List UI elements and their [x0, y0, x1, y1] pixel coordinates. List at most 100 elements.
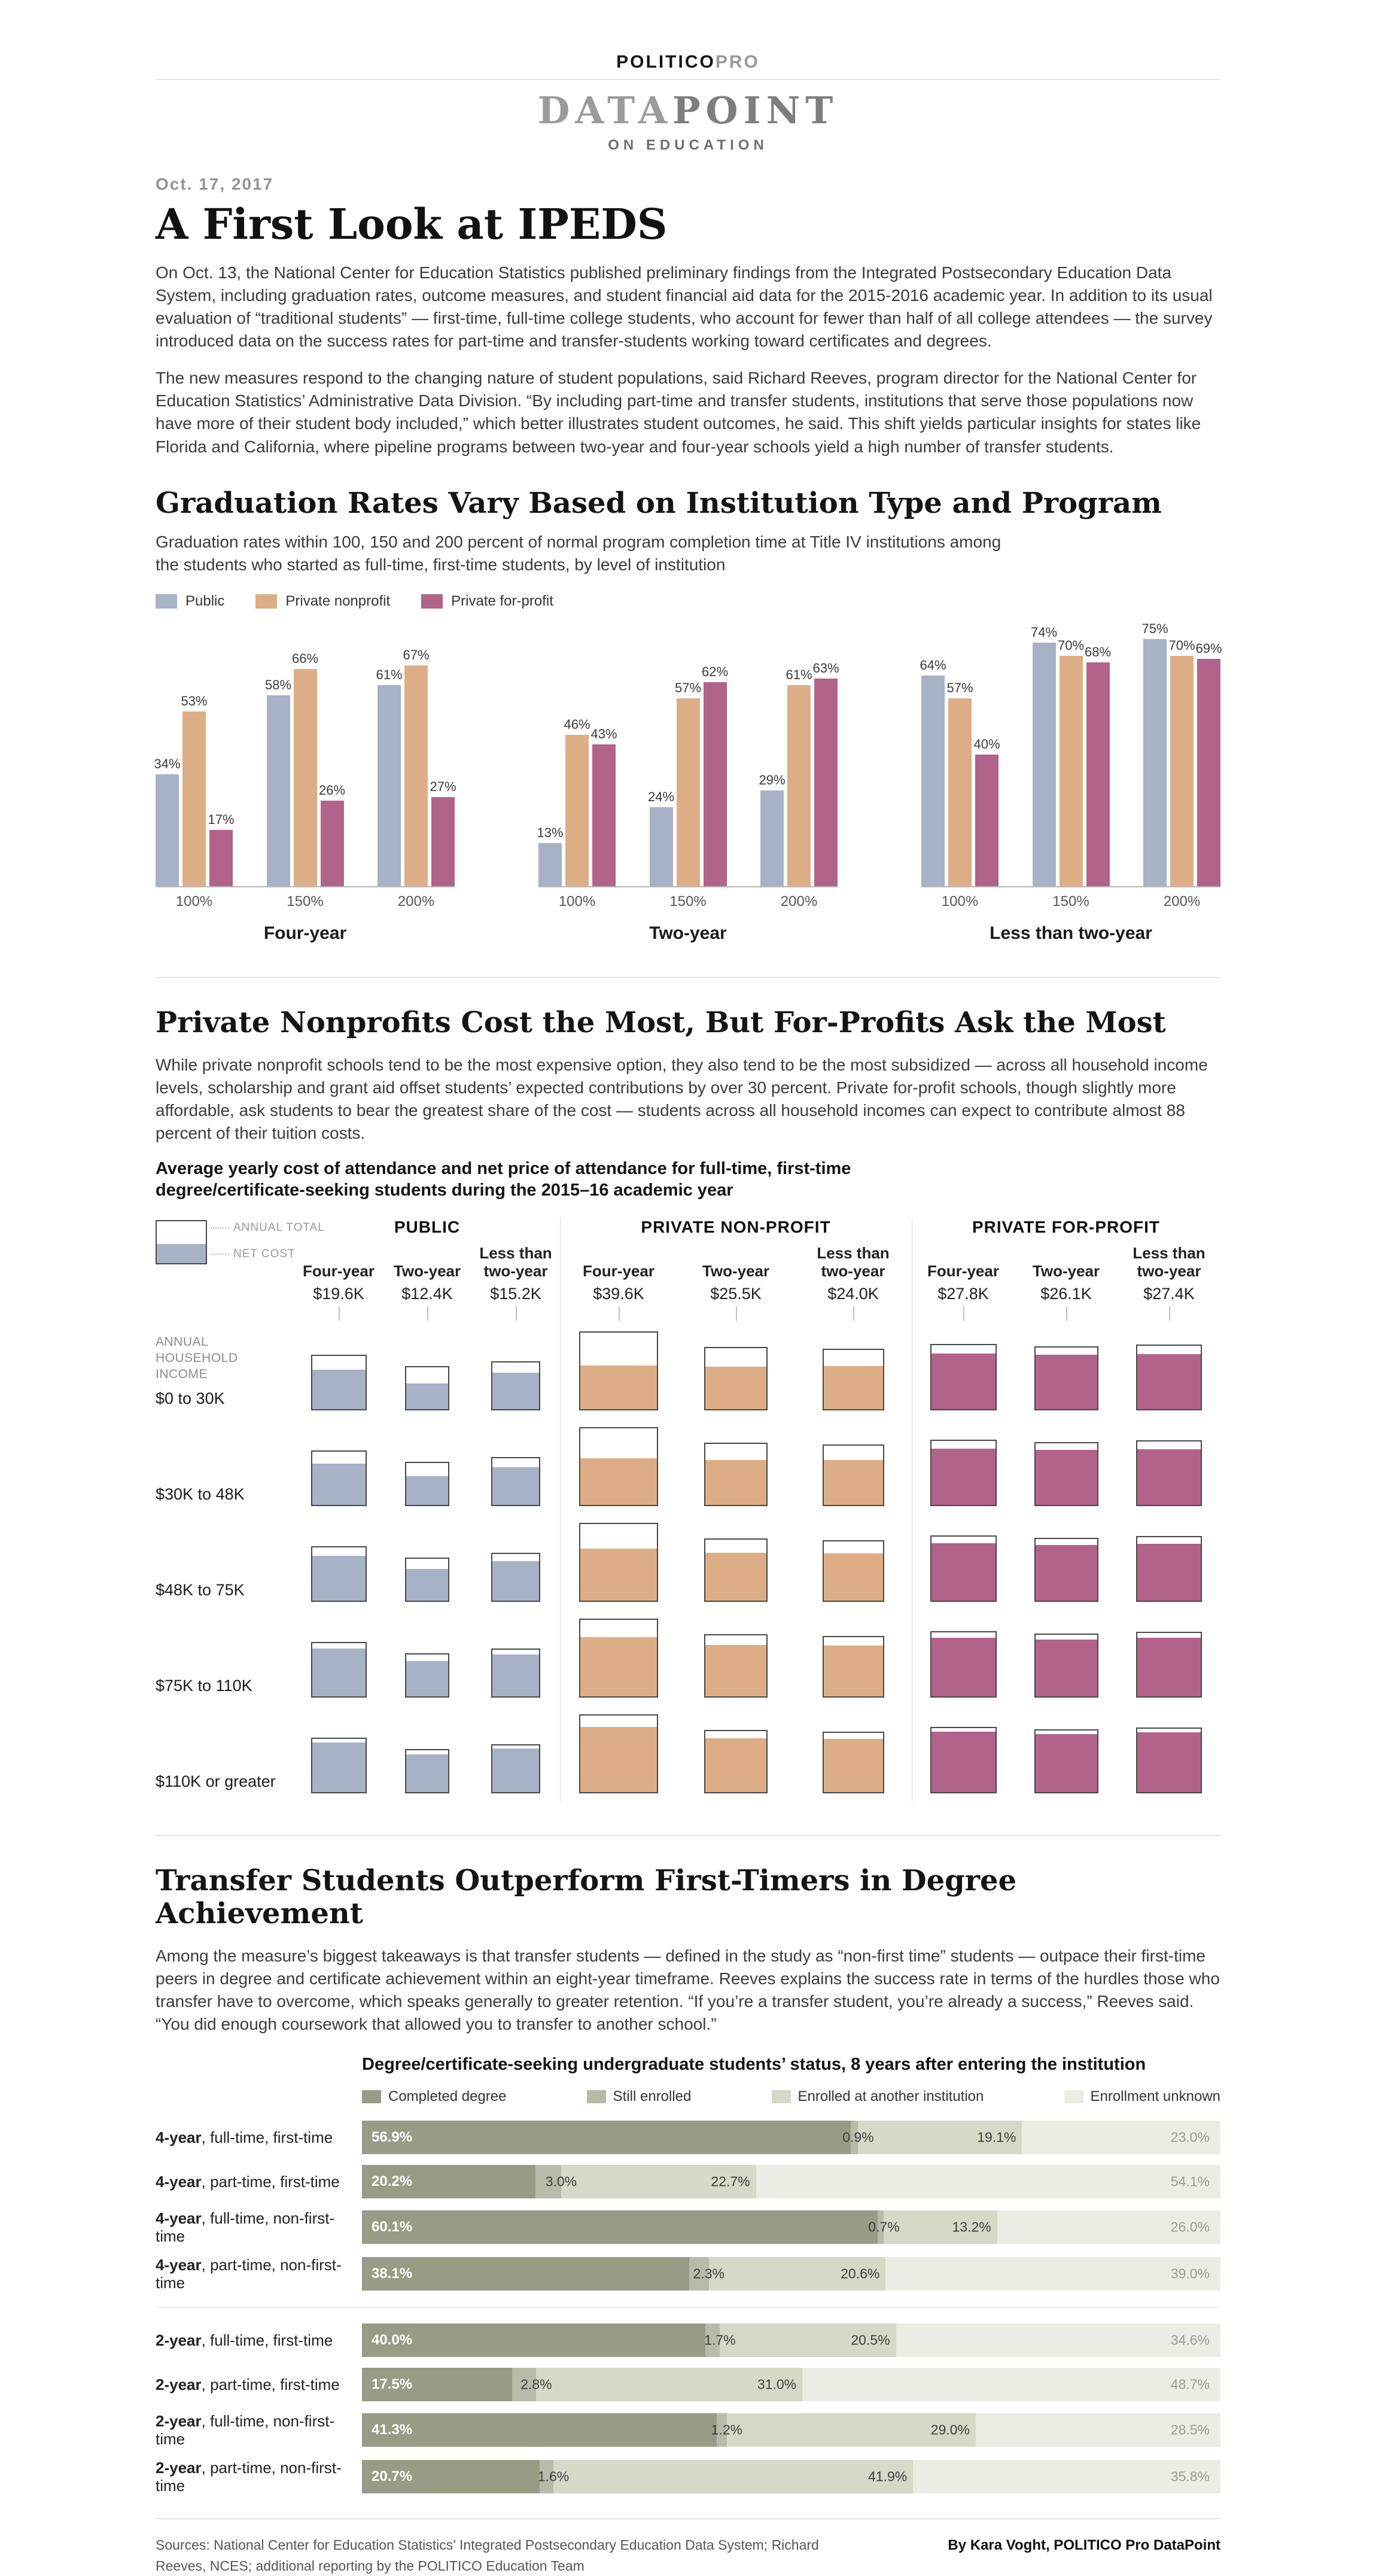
bar: 58% [265, 677, 291, 886]
segment-label: 31.0% [757, 2376, 797, 2392]
cost-cell [1015, 1323, 1118, 1419]
cost-cell [794, 1514, 912, 1610]
row-label-prefix: 2-year [156, 2412, 202, 2431]
net-cost-fill [823, 1738, 883, 1792]
segment-label: 56.9% [372, 2129, 413, 2146]
bar-segment: 38.1% [362, 2257, 689, 2291]
bar: 43% [590, 726, 617, 886]
page: POLITICOPRO DATAPOINT ON EDUCATION Oct. … [154, 0, 1222, 2576]
bar-cluster: 61% 67% 27% [376, 647, 456, 886]
legend-item: Still enrolled [586, 2088, 691, 2105]
logo-data: DATA [537, 89, 672, 132]
annual-total-label: ANNUAL TOTAL [233, 1221, 325, 1234]
cost-column-header: Two-year [702, 1261, 770, 1280]
net-cost-fill [705, 1738, 766, 1792]
section3-heading: Transfer Students Outperform First-Timer… [156, 1863, 1017, 1930]
axis-tick-label: 200% [1163, 893, 1201, 910]
legend-swatch [1064, 2090, 1083, 2104]
annual-total-box [405, 1461, 449, 1506]
legend-swatch [156, 594, 177, 609]
cost-cell [560, 1514, 677, 1610]
legend-swatch [421, 594, 443, 609]
stacked-bar: 38.1% 2.3% 20.6% 39.0% [362, 2257, 1220, 2291]
cost-cell [294, 1323, 383, 1419]
axis-tick-row: 100% 150% 200% [921, 893, 1220, 910]
legend-item: Public [156, 593, 224, 610]
segment-label: 0.9% [842, 2129, 874, 2145]
chart-group: 64% 57% 40% 74% 70% 68% 75% 70% 69% 100% 150% 200% L… [920, 621, 1222, 944]
net-cost-fill [1137, 1732, 1201, 1792]
annual-total-box [579, 1427, 658, 1506]
chart-row: 2-year, full-time, first-time 40.0% 1.7% 20… [156, 2323, 1220, 2358]
net-cost-fill [406, 1754, 448, 1792]
bar-value-label: 26% [318, 782, 346, 798]
legend-item: Enrollment unknown [1064, 2088, 1220, 2105]
axis-tick-row: 100% 150% 200% [538, 893, 838, 910]
segment-label: 29.0% [930, 2422, 970, 2438]
net-cost-fill [823, 1645, 883, 1696]
annual-total-box [310, 1737, 367, 1793]
cost-cell [794, 1419, 912, 1514]
cost-cell [794, 1323, 912, 1419]
annual-total-box [930, 1535, 997, 1602]
net-cost-fill [1035, 1640, 1097, 1696]
cost-cell [471, 1706, 560, 1802]
segment-label: 0.7% [868, 2219, 900, 2235]
bar-value-label: 68% [1084, 644, 1112, 659]
bar: 46% [564, 717, 590, 886]
segment-label: 40.0% [372, 2332, 413, 2349]
net-cost-fill [823, 1459, 883, 1505]
status-chart-title: Degree/certificate-seeking undergraduate… [362, 2055, 1146, 2075]
cost-cell [1015, 1419, 1118, 1514]
stacked-bar: 20.7% 1.6% 41.9% 35.8% [362, 2460, 1220, 2494]
axis-tick-label: 150% [287, 893, 324, 910]
cost-cell [1015, 1706, 1118, 1802]
row-label: 4-year, full-time, first-time [156, 2128, 333, 2147]
column-tick [294, 1305, 383, 1323]
cost-column-value: $25.5K [710, 1284, 762, 1303]
cost-cell [294, 1419, 383, 1514]
bar-cluster: 13% 46% 43% [537, 717, 617, 886]
cost-column-value: $26.1K [1040, 1284, 1092, 1303]
cost-cell [1118, 1706, 1220, 1802]
section1-heading: Graduation Rates Vary Based on Instituti… [156, 486, 1162, 520]
cost-column-value: $27.4K [1143, 1284, 1195, 1303]
section-transfer: Transfer Students Outperform First-Timer… [156, 1863, 1220, 2495]
bar-segment: 54.1% [756, 2165, 1220, 2199]
segment-label: 39.0% [1170, 2265, 1210, 2282]
legend-label: Completed degree [388, 2088, 507, 2105]
bar-value-label: 57% [674, 680, 702, 695]
bar-value-label: 17% [208, 811, 235, 827]
bar-value-label: 62% [701, 664, 729, 679]
stacked-bar: 40.0% 1.7% 20.5% 34.6% [362, 2323, 1220, 2358]
segment-label: 3.0% [545, 2173, 577, 2189]
bar: 57% [946, 680, 973, 886]
cost-cell [677, 1706, 794, 1802]
net-cost-fill [312, 1370, 366, 1409]
bar: 34% [154, 756, 181, 886]
cost-column-value: $24.0K [827, 1284, 879, 1303]
net-cost-fill [312, 1648, 366, 1696]
annual-total-box [1136, 1440, 1202, 1506]
bar-value-label: 67% [403, 647, 430, 662]
cost-chart: ANNUAL TOTAL NET COST PUBLIC PRIVATE NON-… [156, 1217, 1220, 1802]
segment-label: 28.5% [1170, 2422, 1210, 2438]
section-cost: Private Nonprofits Cost the Most, But Fo… [156, 1006, 1220, 1802]
cost-cell [794, 1706, 912, 1802]
bar-segment: 31.0% [536, 2368, 803, 2402]
section2-paragraph: While private nonprofit schools tend to … [156, 1055, 1208, 1142]
bar-value-label: 75% [1141, 621, 1168, 636]
annual-total-box [405, 1365, 449, 1410]
annual-total-box [930, 1343, 997, 1410]
segment-label: 48.7% [1170, 2376, 1210, 2392]
column-tick [471, 1305, 560, 1323]
net-cost-fill [1137, 1543, 1201, 1601]
cost-cell [471, 1514, 560, 1610]
net-cost-fill [492, 1373, 539, 1409]
segment-label: 1.6% [537, 2468, 570, 2484]
row-label-prefix: 4-year [156, 2256, 202, 2274]
cost-cell [560, 1323, 677, 1419]
intro-paragraph-2: The new measures respond to the changing… [156, 369, 1201, 456]
bar-segment: 35.8% [913, 2460, 1220, 2494]
annual-total-box [1136, 1631, 1202, 1698]
